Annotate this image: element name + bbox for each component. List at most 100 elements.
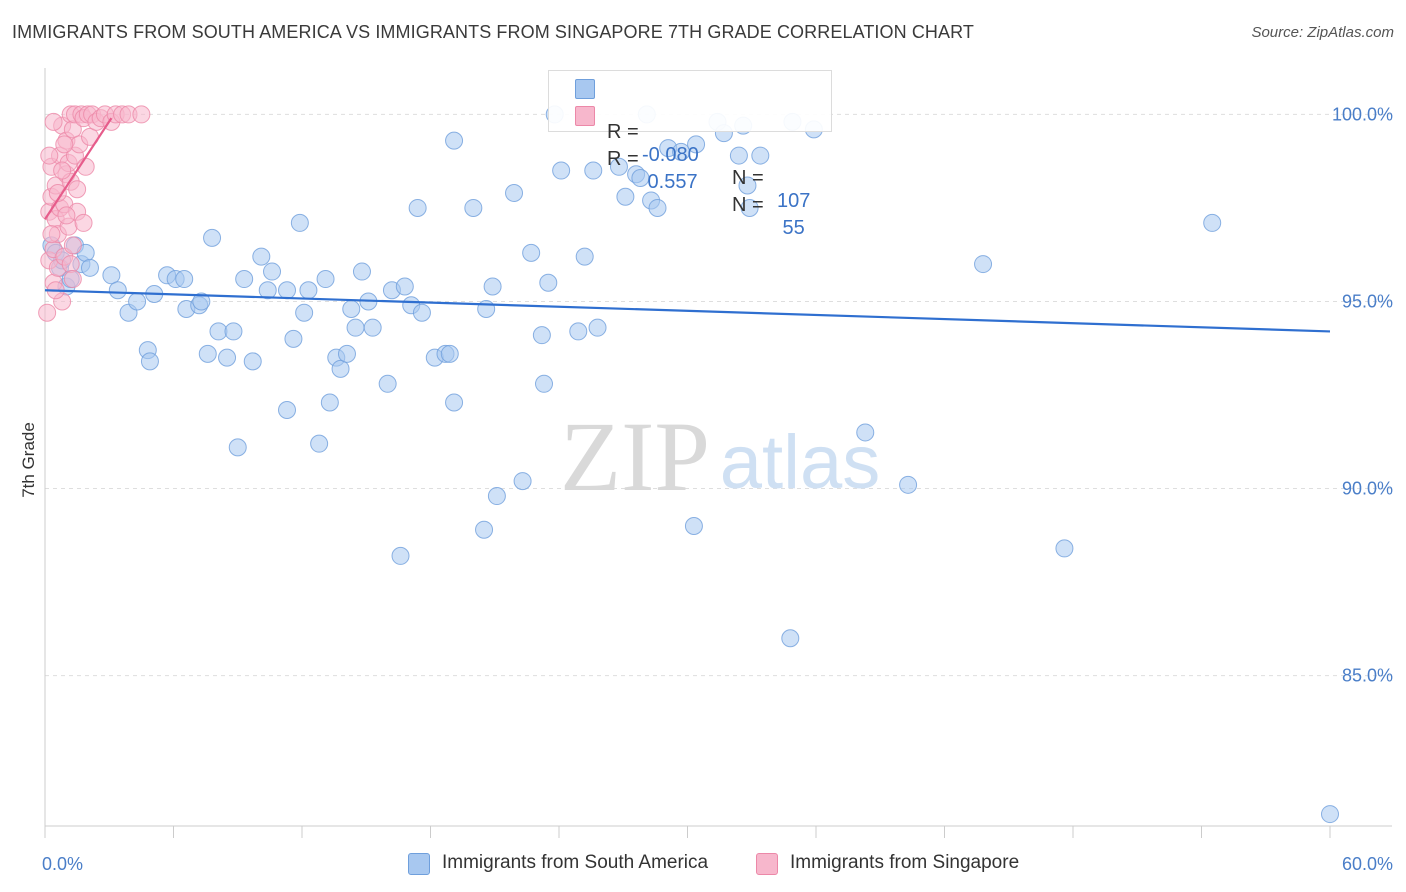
n-value: 107 — [777, 190, 811, 212]
point-south-america — [252, 247, 271, 266]
point-singapore — [38, 303, 57, 322]
point-south-america — [616, 187, 635, 206]
point-south-america — [684, 516, 703, 535]
point-south-america — [235, 270, 254, 289]
legend-swatch-singapore — [756, 853, 778, 875]
legend-swatch-south-america — [575, 79, 595, 99]
point-south-america — [487, 487, 506, 506]
point-south-america — [751, 146, 770, 165]
point-south-america — [102, 266, 121, 285]
legend-swatch-south-america — [408, 853, 430, 875]
point-south-america — [445, 393, 464, 412]
point-singapore — [55, 135, 74, 154]
point-south-america — [346, 318, 365, 337]
r-label: R = — [607, 148, 639, 170]
point-south-america — [522, 243, 541, 262]
y-axis-label: 7th Grade — [19, 422, 38, 498]
y-tick-label: 100.0% — [1332, 104, 1393, 124]
point-south-america — [192, 292, 211, 311]
point-south-america — [224, 322, 243, 341]
point-south-america — [738, 176, 757, 195]
point-singapore — [74, 213, 93, 232]
point-south-america — [378, 374, 397, 393]
point-south-america — [974, 255, 993, 274]
y-tick-label: 85.0% — [1342, 666, 1393, 686]
point-singapore — [53, 161, 72, 180]
point-south-america — [128, 292, 147, 311]
point-south-america — [140, 352, 159, 371]
point-south-america — [483, 277, 502, 296]
point-south-america — [310, 434, 329, 453]
x-tick-label: 0.0% — [42, 854, 83, 874]
point-singapore — [57, 206, 76, 225]
trendline-south-america — [44, 289, 1331, 333]
point-south-america — [588, 318, 607, 337]
point-singapore — [132, 105, 151, 124]
point-south-america — [584, 161, 603, 180]
point-south-america — [331, 359, 350, 378]
point-south-america — [80, 258, 99, 277]
point-south-america — [781, 629, 800, 648]
point-south-america — [203, 228, 222, 247]
point-south-america — [740, 198, 759, 217]
watermark-zip: ZIP — [560, 401, 710, 512]
grid-lines — [45, 113, 1392, 677]
point-south-america — [209, 322, 228, 341]
point-south-america — [175, 270, 194, 289]
point-south-america — [290, 213, 309, 232]
point-south-america — [552, 161, 571, 180]
point-south-america — [631, 169, 650, 188]
chart-title: IMMIGRANTS FROM SOUTH AMERICA VS IMMIGRA… — [12, 22, 975, 42]
point-south-america — [609, 157, 628, 176]
point-south-america — [284, 329, 303, 348]
y-tick-labels: 85.0% 90.0% 95.0% 100.0% — [1332, 104, 1393, 685]
point-south-america — [198, 344, 217, 363]
point-south-america — [505, 183, 524, 202]
point-south-america — [569, 322, 588, 341]
watermark-atlas: atlas — [720, 420, 881, 505]
axes — [44, 68, 1392, 838]
point-south-america — [228, 438, 247, 457]
point-singapore — [63, 270, 82, 289]
point-singapore — [42, 225, 61, 244]
point-south-america — [299, 281, 318, 300]
n-value: 55 — [777, 217, 805, 239]
point-south-america — [687, 135, 706, 154]
point-south-america — [440, 344, 459, 363]
point-singapore — [68, 180, 87, 199]
stats-row-south-america: R = -0.080 N = 107 — [549, 75, 831, 212]
point-south-america — [391, 546, 410, 565]
point-south-america — [395, 277, 414, 296]
legend-label-south-america: Immigrants from South America — [442, 852, 709, 873]
y-tick-label: 95.0% — [1342, 291, 1393, 311]
r-value: 0.557 — [642, 171, 698, 193]
r-label: R = — [607, 121, 639, 143]
point-south-america — [263, 262, 282, 281]
point-south-america — [672, 142, 691, 161]
point-south-america — [278, 400, 297, 419]
point-south-america — [575, 247, 594, 266]
point-south-america — [729, 146, 748, 165]
stats-row-singapore: R = 0.557 N = 55 — [549, 102, 831, 239]
point-south-america — [337, 344, 356, 363]
x-tick-label: 60.0% — [1342, 854, 1393, 874]
legend-swatch-singapore — [575, 106, 595, 126]
point-south-america — [258, 281, 277, 300]
point-singapore — [40, 146, 59, 165]
point-south-america — [363, 318, 382, 337]
point-south-america — [475, 520, 494, 539]
point-south-america — [1321, 805, 1339, 824]
point-south-america — [316, 270, 335, 289]
point-south-america — [445, 131, 464, 150]
point-south-america — [278, 281, 297, 300]
point-south-america — [648, 198, 667, 217]
x-tick-labels: 0.0% 60.0% — [42, 854, 1393, 874]
point-south-america — [477, 299, 496, 318]
legend-label-singapore: Immigrants from Singapore — [790, 852, 1020, 873]
point-south-america — [532, 326, 551, 345]
point-south-america — [108, 281, 127, 300]
point-south-america — [408, 198, 427, 217]
n-label: N = — [732, 167, 764, 189]
r-value: -0.080 — [642, 144, 699, 166]
